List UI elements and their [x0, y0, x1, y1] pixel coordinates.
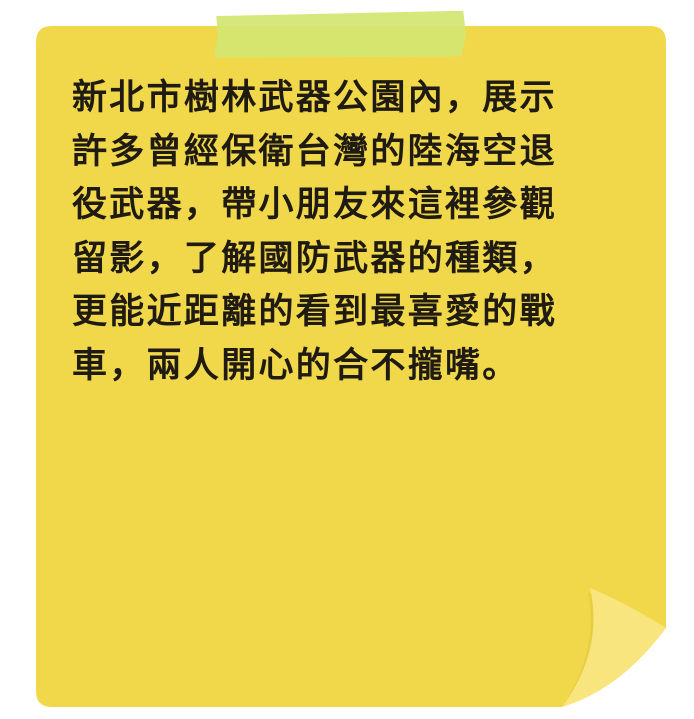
page-curl: [562, 588, 666, 707]
tape-strip: [214, 11, 466, 60]
note-paper-body: [36, 26, 666, 707]
note-text: 新北市樹林武器公園內，展示 許多曾經保衛台灣的陸海空退 役武器，帶小朋友來這裡參…: [72, 78, 557, 386]
